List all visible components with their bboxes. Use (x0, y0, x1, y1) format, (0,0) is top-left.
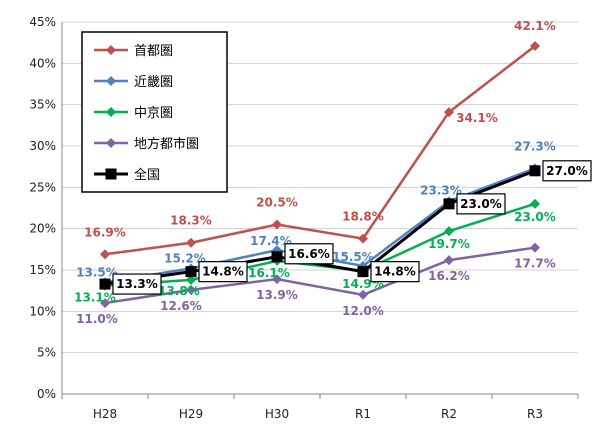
y-tick-label: 45% (29, 15, 56, 29)
legend-label: 全国 (134, 167, 160, 183)
data-label-box (542, 160, 592, 182)
y-axis: 0% 5% 10% 15% 20% 25% 30% 35% 40% 45% (29, 15, 63, 401)
data-point (530, 40, 540, 51)
data-labels: 16.9% 18.3% 20.5% 18.8% 34.1% 42.1% 13.5% 15.2%… (74, 19, 592, 326)
data-label: 15.5% (332, 250, 374, 264)
data-point (185, 266, 197, 278)
data-point (186, 237, 196, 248)
data-label: 11.0% (76, 312, 118, 326)
legend-label: 地方都市圏 (134, 136, 199, 152)
data-point (444, 226, 454, 237)
legend-label: 近畿圏 (134, 75, 173, 90)
data-point (529, 165, 541, 177)
x-tick-label: H30 (265, 407, 289, 421)
data-label: 23.0% (460, 197, 502, 211)
data-label: 13.8% (158, 284, 200, 298)
data-label-box (198, 261, 248, 283)
x-axis: H28 H29 H30 R1 R2 R3 (61, 394, 579, 421)
data-point (530, 242, 540, 253)
y-tick-label: 35% (29, 98, 56, 112)
data-point (443, 198, 455, 210)
data-label-box (284, 243, 334, 265)
data-point (358, 289, 368, 300)
data-label: 13.3% (116, 277, 158, 291)
data-label: 18.3% (170, 214, 212, 228)
data-point (530, 198, 540, 209)
data-label: 19.7% (428, 237, 470, 251)
y-tick-label: 20% (29, 222, 56, 236)
y-tick-label: 30% (29, 139, 56, 153)
data-label: 42.1% (514, 19, 556, 33)
data-point (106, 76, 116, 86)
data-label: 17.7% (514, 257, 556, 271)
y-tick-label: 0% (37, 387, 56, 401)
data-label: 16.9% (84, 225, 126, 239)
data-label: 15.2% (164, 251, 206, 265)
data-point (358, 233, 368, 244)
data-point (106, 138, 116, 148)
data-label-box (112, 273, 162, 295)
series-line (104, 246, 536, 305)
data-label-box (370, 261, 420, 283)
data-point (100, 298, 110, 309)
data-point (444, 107, 454, 118)
x-tick-label: H28 (93, 407, 117, 421)
data-point (272, 274, 282, 285)
legend-label: 首都圏 (134, 44, 173, 59)
x-tick-label: R1 (355, 407, 371, 421)
data-point (99, 278, 111, 290)
y-tick-label: 10% (29, 304, 56, 318)
data-label: 27.0% (546, 164, 588, 178)
data-point (444, 255, 454, 266)
x-tick-label: H29 (179, 407, 203, 421)
data-point (106, 45, 116, 55)
data-label: 23.3% (420, 183, 462, 197)
data-point (100, 249, 110, 260)
data-label: 13.1% (74, 291, 116, 305)
data-label: 34.1% (456, 111, 498, 125)
data-label: 27.3% (514, 139, 556, 153)
y-tick-label: 15% (29, 263, 56, 277)
data-label: 16.2% (428, 269, 470, 283)
data-label: 13.5% (76, 265, 118, 279)
data-label: 12.0% (342, 304, 384, 318)
x-tick-label: R3 (527, 407, 543, 421)
data-point (106, 107, 116, 117)
data-label: 23.0% (514, 210, 556, 224)
data-label: 13.9% (256, 288, 298, 302)
series-line (104, 202, 536, 287)
data-label-box (456, 193, 506, 215)
data-point (271, 251, 283, 263)
data-point (186, 284, 196, 295)
y-tick-label: 5% (37, 346, 56, 360)
data-point (105, 168, 117, 180)
data-label: 14.8% (202, 265, 244, 279)
data-label: 20.5% (256, 196, 298, 210)
data-label: 16.1% (248, 266, 290, 280)
data-label: 17.4% (250, 234, 292, 248)
data-label: 18.8% (342, 210, 384, 224)
series-line (104, 44, 536, 256)
data-point (186, 274, 196, 285)
data-label: 12.6% (160, 299, 202, 313)
y-tick-label: 25% (29, 180, 56, 194)
data-point (272, 219, 282, 230)
x-tick-label: R2 (441, 407, 457, 421)
y-tick-label: 40% (29, 56, 56, 70)
data-label: 14.8% (374, 265, 416, 279)
data-label: 16.6% (288, 247, 330, 261)
legend-label: 中京圏 (134, 106, 173, 121)
data-point (357, 266, 369, 278)
